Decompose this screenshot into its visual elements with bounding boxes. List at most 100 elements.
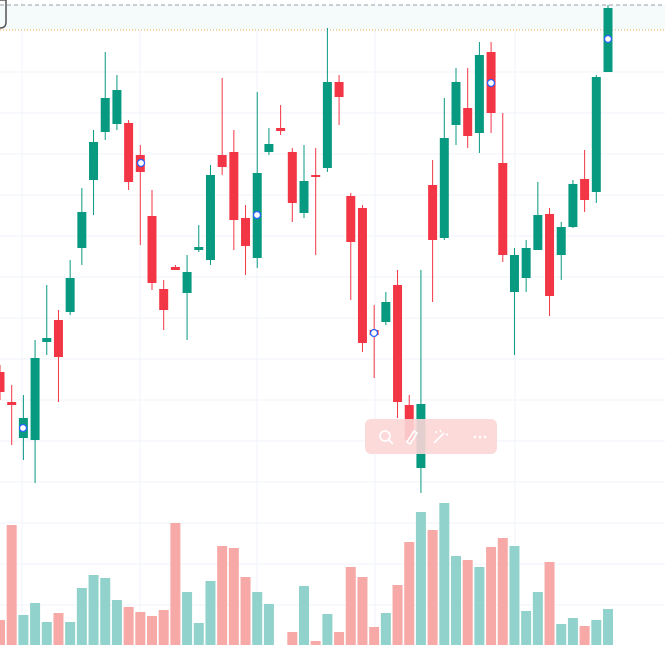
volume-bar [30, 603, 41, 645]
volume-bar [263, 604, 274, 645]
marker [369, 328, 379, 338]
volume-bar [182, 592, 193, 645]
candle-body [194, 247, 204, 250]
candle-body [393, 285, 403, 402]
candle-body [580, 179, 590, 200]
handle [0, 0, 7, 29]
candle-body [509, 255, 519, 292]
candle-body [53, 320, 63, 357]
candle-body [568, 184, 578, 227]
candle-body [276, 128, 286, 131]
candle-body [182, 272, 192, 293]
volume-bar [205, 581, 216, 645]
candle-body [322, 82, 332, 168]
magic-button[interactable] [433, 429, 449, 444]
volume-bar [111, 600, 122, 645]
volume-bar [474, 567, 485, 645]
volume-bar [404, 542, 415, 645]
volume-bar [287, 632, 298, 645]
volume-bar [544, 562, 555, 645]
volume-bar [462, 560, 473, 645]
candle-body [498, 163, 508, 255]
candle-body [521, 248, 531, 278]
candle-body [299, 181, 309, 213]
candle-body [147, 216, 157, 283]
candle-body [334, 82, 344, 97]
candle-body [591, 77, 601, 192]
volume-bar [392, 585, 403, 645]
range-band [0, 5, 665, 30]
marker [252, 210, 262, 220]
candle-body [65, 278, 75, 312]
candle-body [463, 108, 473, 136]
volume-bar [439, 503, 450, 645]
more-button[interactable] [473, 435, 487, 439]
candle-body [241, 218, 251, 246]
volume-bar [0, 620, 5, 645]
candle-body [89, 142, 99, 180]
volume-bar [41, 622, 52, 645]
candle-body [451, 82, 461, 125]
volume-bar [451, 556, 461, 645]
volume-bar [415, 512, 426, 645]
candle-body [357, 208, 367, 343]
candle-body [170, 267, 180, 270]
volume-bar [100, 578, 111, 645]
volume-bar [252, 592, 263, 645]
volume-bar [579, 626, 590, 645]
candle-body [439, 138, 449, 238]
candle-body [533, 215, 543, 250]
marker [603, 34, 613, 44]
volume-bar [532, 592, 543, 645]
volume-bar [603, 609, 613, 645]
marker [486, 78, 496, 88]
volume-bar [158, 610, 169, 645]
volume-bar [345, 567, 356, 645]
candle-body [381, 302, 391, 322]
volume-bar [18, 615, 29, 645]
marks [0, 5, 613, 645]
volume-bar [486, 547, 497, 645]
candle-body [287, 152, 297, 203]
volume-bar [193, 623, 204, 645]
candle-body [30, 358, 40, 440]
marker [18, 423, 28, 433]
candle-body [112, 90, 122, 124]
edit-button[interactable] [405, 429, 419, 446]
candle-body [205, 175, 215, 260]
floating-toolbar [365, 419, 497, 454]
volume-bar [497, 538, 508, 645]
volume-bar [217, 546, 228, 645]
candle-body [0, 372, 5, 392]
candle-body [159, 289, 169, 310]
volume-bar [88, 575, 99, 645]
volume-bar [369, 627, 380, 645]
volume-bar [228, 548, 239, 645]
search-button[interactable] [379, 430, 394, 445]
candle-body [346, 196, 356, 242]
volume-bar [53, 613, 64, 645]
volume-bar [567, 618, 578, 645]
candle-body [217, 155, 227, 167]
marker [136, 158, 146, 168]
candle-body [229, 152, 239, 220]
candle-body [100, 98, 110, 132]
candle-body [428, 185, 438, 240]
volume-bar [591, 620, 602, 645]
volume-bar [357, 577, 368, 645]
volume-bar [65, 622, 76, 645]
candle-body [124, 123, 134, 182]
volume-bar [6, 525, 17, 645]
candle-body [77, 212, 87, 248]
markers [18, 34, 613, 433]
volume-bar [170, 523, 181, 645]
volume-bar [76, 588, 87, 645]
volume-bar [123, 607, 134, 645]
candle-body [545, 214, 555, 296]
volume-bar [334, 632, 345, 645]
toolbar-bg [365, 419, 497, 454]
volume-bar [322, 614, 333, 645]
volume-bar [380, 613, 391, 645]
